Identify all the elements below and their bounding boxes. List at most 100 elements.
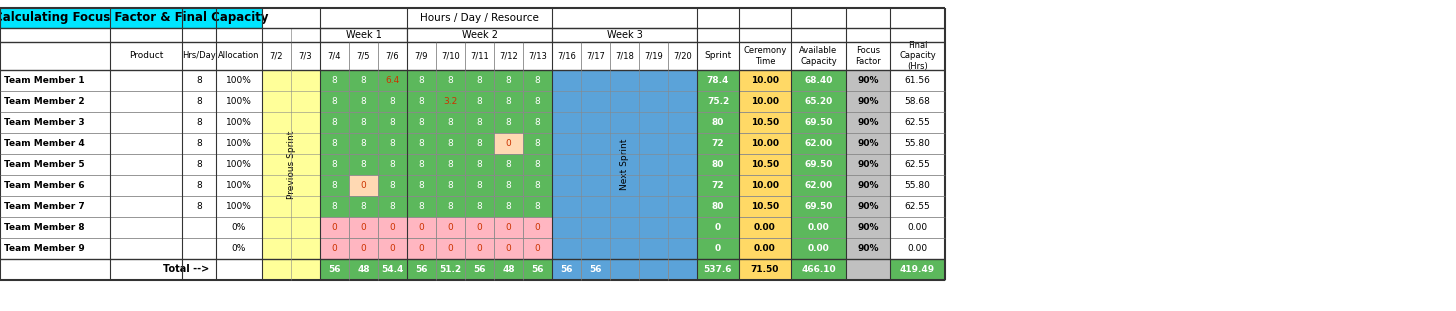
Text: 8: 8 bbox=[447, 139, 453, 148]
Text: 90%: 90% bbox=[858, 202, 879, 211]
Text: 7/11: 7/11 bbox=[470, 52, 489, 61]
Bar bbox=[408, 238, 435, 259]
Bar bbox=[379, 112, 408, 133]
Text: 0: 0 bbox=[419, 223, 424, 232]
Text: 8: 8 bbox=[419, 76, 424, 85]
Text: Allocation: Allocation bbox=[218, 52, 259, 61]
Text: 90%: 90% bbox=[858, 139, 879, 148]
Bar bbox=[215, 91, 262, 112]
Bar bbox=[846, 42, 890, 70]
Bar bbox=[262, 42, 291, 70]
Bar bbox=[668, 42, 697, 70]
Text: 8: 8 bbox=[197, 97, 202, 106]
Bar bbox=[740, 8, 791, 28]
Bar bbox=[791, 238, 846, 259]
Text: Team Member 7: Team Member 7 bbox=[4, 202, 84, 211]
Text: 8: 8 bbox=[390, 160, 396, 169]
Text: 90%: 90% bbox=[858, 244, 879, 253]
Bar bbox=[523, 112, 552, 133]
Text: 80: 80 bbox=[712, 202, 724, 211]
Bar bbox=[435, 112, 464, 133]
Text: 55.80: 55.80 bbox=[904, 181, 930, 190]
Text: 10.00: 10.00 bbox=[751, 139, 779, 148]
Text: 0: 0 bbox=[505, 244, 511, 253]
Bar bbox=[697, 217, 740, 238]
Bar bbox=[740, 91, 791, 112]
Bar bbox=[791, 259, 846, 280]
Bar bbox=[435, 154, 464, 175]
Bar bbox=[182, 238, 215, 259]
Text: 8: 8 bbox=[332, 118, 338, 127]
Text: 8: 8 bbox=[447, 181, 453, 190]
Text: 8: 8 bbox=[419, 160, 424, 169]
Text: 0: 0 bbox=[534, 223, 540, 232]
Text: 8: 8 bbox=[361, 97, 367, 106]
Text: 8: 8 bbox=[361, 139, 367, 148]
Bar bbox=[791, 42, 846, 70]
Text: 0.00: 0.00 bbox=[907, 223, 927, 232]
Text: 7/19: 7/19 bbox=[644, 52, 662, 61]
Bar bbox=[111, 259, 262, 280]
Text: 8: 8 bbox=[419, 202, 424, 211]
Bar bbox=[890, 259, 945, 280]
Text: 8: 8 bbox=[534, 97, 540, 106]
Bar bbox=[846, 112, 890, 133]
Text: 0: 0 bbox=[332, 244, 338, 253]
Bar bbox=[846, 133, 890, 154]
Bar bbox=[111, 28, 182, 42]
Bar bbox=[0, 112, 111, 133]
Text: 8: 8 bbox=[361, 76, 367, 85]
Text: Team Member 5: Team Member 5 bbox=[4, 160, 84, 169]
Bar bbox=[740, 28, 791, 42]
Bar bbox=[0, 259, 111, 280]
Bar bbox=[846, 70, 890, 91]
Bar bbox=[494, 154, 523, 175]
Bar bbox=[435, 91, 464, 112]
Text: 80: 80 bbox=[712, 118, 724, 127]
Bar bbox=[846, 8, 890, 28]
Bar bbox=[552, 42, 581, 70]
Bar bbox=[890, 175, 945, 196]
Bar bbox=[523, 42, 552, 70]
Text: 75.2: 75.2 bbox=[706, 97, 729, 106]
Text: 100%: 100% bbox=[226, 76, 252, 85]
Bar bbox=[215, 238, 262, 259]
Bar bbox=[320, 259, 349, 280]
Bar bbox=[523, 154, 552, 175]
Text: Team Member 2: Team Member 2 bbox=[4, 97, 84, 106]
Bar bbox=[740, 238, 791, 259]
Text: 0: 0 bbox=[361, 244, 367, 253]
Bar bbox=[581, 42, 610, 70]
Bar bbox=[697, 112, 740, 133]
Bar bbox=[0, 91, 111, 112]
Bar bbox=[320, 28, 408, 42]
Bar bbox=[408, 42, 435, 70]
Bar bbox=[494, 196, 523, 217]
Text: 0: 0 bbox=[534, 244, 540, 253]
Text: 8: 8 bbox=[476, 97, 482, 106]
Text: 8: 8 bbox=[197, 181, 202, 190]
Text: 8: 8 bbox=[390, 139, 396, 148]
Bar bbox=[523, 238, 552, 259]
Text: Team Member 4: Team Member 4 bbox=[4, 139, 84, 148]
Bar bbox=[349, 238, 379, 259]
Bar bbox=[890, 196, 945, 217]
Bar bbox=[320, 91, 349, 112]
Text: 8: 8 bbox=[534, 139, 540, 148]
Text: 8: 8 bbox=[390, 181, 396, 190]
Bar bbox=[182, 133, 215, 154]
Text: 8: 8 bbox=[505, 97, 511, 106]
Bar bbox=[464, 70, 494, 91]
Text: 48: 48 bbox=[502, 265, 515, 274]
Bar bbox=[494, 42, 523, 70]
Text: 55.80: 55.80 bbox=[904, 139, 930, 148]
Bar bbox=[320, 42, 349, 70]
Bar bbox=[523, 133, 552, 154]
Bar bbox=[890, 70, 945, 91]
Bar bbox=[262, 70, 320, 259]
Text: 8: 8 bbox=[332, 97, 338, 106]
Text: Hours / Day / Resource: Hours / Day / Resource bbox=[421, 13, 539, 23]
Text: 8: 8 bbox=[505, 202, 511, 211]
Bar bbox=[215, 133, 262, 154]
Text: 6.4: 6.4 bbox=[386, 76, 399, 85]
